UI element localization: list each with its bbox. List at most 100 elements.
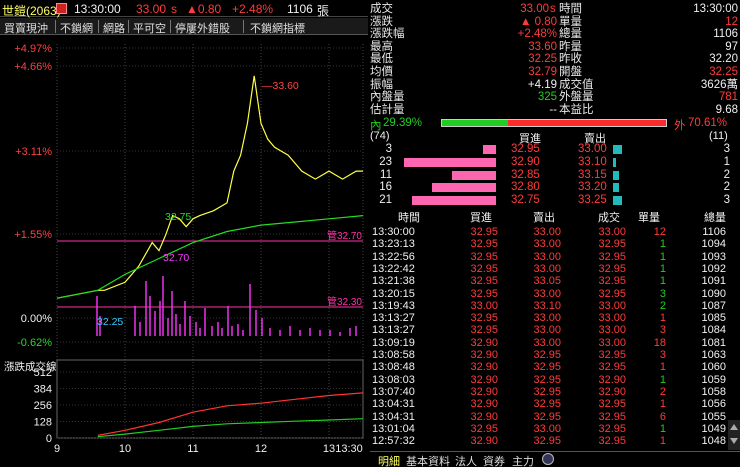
tick-price: 33.00 <box>598 299 626 312</box>
scrollbar[interactable] <box>728 420 740 450</box>
tick-bid: 32.95 <box>470 422 498 435</box>
tick-bid: 32.90 <box>470 435 498 448</box>
bid-price[interactable]: 32.85 <box>511 168 540 181</box>
tick-qty: 1 <box>659 422 666 435</box>
tick-bid: 32.95 <box>470 287 498 300</box>
ratio-bar-in <box>442 120 508 126</box>
ratio-bar <box>441 119 667 127</box>
tick-total: 1048 <box>701 435 726 448</box>
ask-price[interactable]: 33.20 <box>578 181 607 194</box>
price-annotation: 32.70 <box>163 252 189 264</box>
ask-price[interactable]: 33.10 <box>578 155 607 168</box>
tick-row[interactable]: 13:13:27 32.95 33.00 33.00 3 1084 <box>370 324 728 336</box>
quote-label: 時間 <box>559 3 582 15</box>
toolbar-btn-short[interactable]: 平可空 <box>133 23 166 35</box>
quote-value: 33.00 <box>520 3 549 15</box>
quote-label: 成交 <box>370 3 393 15</box>
tick-row[interactable]: 13:07:40 32.90 32.95 32.90 2 1058 <box>370 386 728 398</box>
toolbar-btn-network[interactable]: 網路 <box>103 23 125 35</box>
x-tick-label: 13 <box>323 443 335 455</box>
scroll-down-icon[interactable] <box>730 438 738 446</box>
tick-time: 13:21:38 <box>372 275 415 288</box>
bid-price[interactable]: 32.95 <box>511 143 540 155</box>
quote-suffix: s <box>550 3 556 15</box>
tick-bid: 32.95 <box>470 324 498 337</box>
tick-total: 1056 <box>701 398 726 411</box>
quote-value: 12 <box>725 15 738 28</box>
scroll-up-icon[interactable] <box>730 422 738 430</box>
tick-ask: 33.10 <box>533 299 561 312</box>
tick-time: 13:08:03 <box>372 373 415 386</box>
tick-row[interactable]: 13:19:43 33.00 33.10 33.00 2 1087 <box>370 300 728 312</box>
tick-total: 1092 <box>701 262 726 275</box>
tick-row[interactable]: 13:08:58 32.90 32.95 32.95 3 1063 <box>370 349 728 361</box>
tick-qty: 1 <box>659 275 666 288</box>
toolbar-divider <box>128 20 129 33</box>
bid-total: (74) <box>370 130 390 142</box>
tick-row[interactable]: 13:08:03 32.90 32.95 32.90 1 1059 <box>370 374 728 386</box>
bid-qty: 16 <box>379 181 392 194</box>
tick-row[interactable]: 13:04:31 32.90 32.95 32.95 1 1056 <box>370 398 728 410</box>
quote-label: 本益比 <box>559 103 594 116</box>
tick-total: 1059 <box>701 373 726 386</box>
tick-row[interactable]: 13:20:15 32.95 33.00 32.95 3 1090 <box>370 288 728 300</box>
tab-details[interactable]: 明細 <box>378 453 400 467</box>
bid-price[interactable]: 32.80 <box>511 181 540 194</box>
tick-table[interactable]: 時間 買進 賣出 成交 單量 總量 13:30:00 32.95 33.00 33.00 … <box>370 212 740 447</box>
price-line <box>56 75 363 299</box>
tick-row[interactable]: 13:21:38 32.95 33.05 32.95 1 1091 <box>370 275 728 287</box>
tick-row[interactable]: 13:22:56 32.95 33.00 32.95 1 1093 <box>370 251 728 263</box>
toolbar-btn-no-lock[interactable]: 不鎖網 <box>60 23 93 35</box>
average-line <box>56 215 364 299</box>
ask-price[interactable]: 33.25 <box>578 194 607 207</box>
tick-ask: 32.95 <box>533 385 561 398</box>
quote-label: 內盤量 <box>370 91 405 104</box>
tab-margin[interactable]: 資券 <box>483 456 505 467</box>
header-volume-unit: 張 <box>317 4 330 18</box>
ask-qty: 3 <box>723 143 730 155</box>
tick-row[interactable]: 13:30:00 32.95 33.00 33.00 12 1106 <box>370 226 728 238</box>
tick-row[interactable]: 13:09:19 32.90 33.00 33.00 18 1081 <box>370 337 728 349</box>
tick-price: 32.95 <box>598 349 626 361</box>
bid-price[interactable]: 32.75 <box>511 194 540 207</box>
toolbar-btn-halt[interactable]: 停屢外錯股 <box>175 23 230 35</box>
tick-total: 1106 <box>702 226 726 238</box>
toolbar-btn-indicator[interactable]: 不鎖網指標 <box>250 23 305 35</box>
tick-bid: 33.00 <box>470 299 498 312</box>
tab-major[interactable]: 主力 <box>512 456 534 467</box>
tick-row[interactable]: 13:04:31 32.90 32.95 32.95 6 1055 <box>370 411 728 423</box>
in-pct: 29.39% <box>383 117 423 129</box>
ask-header: 賣出 <box>584 133 606 145</box>
tick-row[interactable]: 13:13:27 32.95 33.00 33.00 1 1085 <box>370 312 728 324</box>
tick-row[interactable]: 13:01:04 32.95 33.00 32.95 1 1049 <box>370 423 728 435</box>
bid-bar <box>483 145 496 154</box>
tick-total: 1093 <box>701 250 726 263</box>
ask-bar <box>613 145 622 154</box>
header-price: 33.00 <box>136 2 167 16</box>
tab-institutional[interactable]: 法人 <box>455 456 477 467</box>
bid-price[interactable]: 32.90 <box>511 155 540 168</box>
ask-price[interactable]: 33.15 <box>578 168 607 181</box>
tick-bid: 32.90 <box>470 410 498 423</box>
tick-row[interactable]: 12:57:32 32.90 32.95 32.95 1 1048 <box>370 435 728 447</box>
tick-qty: 3 <box>659 324 666 337</box>
tick-ask: 33.00 <box>533 422 561 435</box>
intraday-chart[interactable]: +4.97% +4.66% +3.11% +1.55% 0.00% -0.62% 管32.7… <box>0 36 368 456</box>
ask-price[interactable]: 33.00 <box>578 143 607 155</box>
ask-bar <box>613 170 619 180</box>
tick-row[interactable]: 13:23:13 32.95 33.00 32.95 1 1094 <box>370 238 728 250</box>
globe-icon[interactable] <box>542 453 554 465</box>
tick-row[interactable]: 13:08:48 32.90 32.95 32.95 1 1060 <box>370 361 728 373</box>
tick-total: 1087 <box>701 299 726 312</box>
tick-time: 13:19:43 <box>372 299 415 312</box>
toolbar-btn-day-trade[interactable]: 買賣現沖 <box>4 23 48 35</box>
volume-y-tick-label: 384 <box>34 384 52 396</box>
up-volume-line <box>97 392 364 436</box>
stock-name[interactable]: 世鎧(2063) <box>2 4 61 18</box>
toolbar-divider <box>98 20 99 33</box>
tab-basic-info[interactable]: 基本資料 <box>406 456 450 467</box>
x-tick-label: 11 <box>187 443 198 455</box>
alert-icon[interactable] <box>56 3 67 14</box>
tick-row[interactable]: 13:22:42 32.95 33.00 32.95 1 1092 <box>370 263 728 275</box>
tick-time: 13:13:27 <box>372 324 415 337</box>
